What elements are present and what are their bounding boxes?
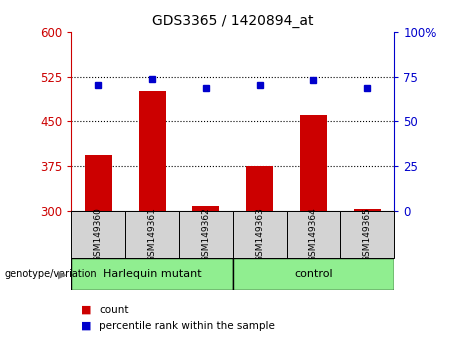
FancyBboxPatch shape xyxy=(71,258,233,290)
Text: control: control xyxy=(294,269,333,279)
Text: GSM149360: GSM149360 xyxy=(94,207,103,262)
Text: ■: ■ xyxy=(81,305,91,315)
Bar xyxy=(139,91,165,211)
Text: Harlequin mutant: Harlequin mutant xyxy=(103,269,201,279)
FancyBboxPatch shape xyxy=(233,211,287,258)
Bar xyxy=(354,209,381,211)
Text: GSM149365: GSM149365 xyxy=(363,207,372,262)
FancyBboxPatch shape xyxy=(340,211,394,258)
Text: GSM149364: GSM149364 xyxy=(309,207,318,262)
Text: ■: ■ xyxy=(81,321,91,331)
Text: GSM149363: GSM149363 xyxy=(255,207,264,262)
Bar xyxy=(300,115,327,211)
Text: genotype/variation: genotype/variation xyxy=(5,269,97,279)
Text: GSM149362: GSM149362 xyxy=(201,207,210,262)
FancyBboxPatch shape xyxy=(233,258,394,290)
Bar xyxy=(193,206,219,211)
Bar xyxy=(246,166,273,211)
Text: GSM149361: GSM149361 xyxy=(148,207,157,262)
Text: ▶: ▶ xyxy=(59,269,67,279)
FancyBboxPatch shape xyxy=(125,211,179,258)
Bar xyxy=(85,155,112,211)
Text: count: count xyxy=(99,305,129,315)
FancyBboxPatch shape xyxy=(179,211,233,258)
Text: percentile rank within the sample: percentile rank within the sample xyxy=(99,321,275,331)
FancyBboxPatch shape xyxy=(71,211,125,258)
FancyBboxPatch shape xyxy=(287,211,340,258)
Title: GDS3365 / 1420894_at: GDS3365 / 1420894_at xyxy=(152,14,313,28)
